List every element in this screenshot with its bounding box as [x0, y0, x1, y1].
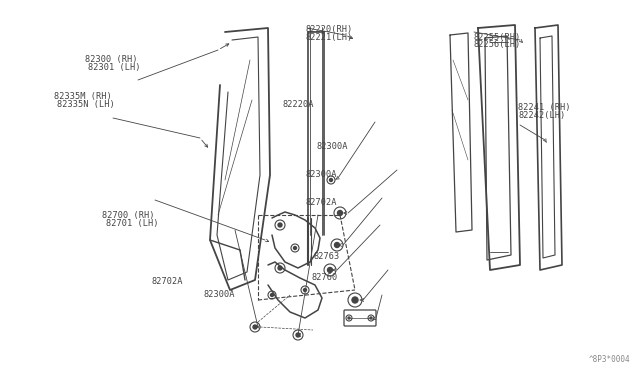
Text: 82255(RH): 82255(RH) [474, 33, 521, 42]
Text: 82760: 82760 [312, 273, 338, 282]
Circle shape [296, 333, 300, 337]
Circle shape [335, 243, 339, 247]
Circle shape [352, 297, 358, 303]
Text: 82335M (RH): 82335M (RH) [54, 92, 112, 101]
Text: 82300 (RH): 82300 (RH) [85, 55, 138, 64]
Circle shape [271, 294, 273, 296]
Circle shape [303, 289, 307, 292]
Text: 82241 (RH): 82241 (RH) [518, 103, 571, 112]
Circle shape [348, 317, 350, 319]
Text: 82335N (LH): 82335N (LH) [58, 100, 115, 109]
Text: 82702A: 82702A [306, 198, 337, 207]
Text: 82220A: 82220A [283, 100, 314, 109]
Text: 82221(LH): 82221(LH) [306, 33, 353, 42]
Text: 82256(LH): 82256(LH) [474, 40, 521, 49]
Circle shape [370, 317, 372, 319]
Text: 82220(RH): 82220(RH) [306, 25, 353, 34]
Text: 82300A: 82300A [306, 170, 337, 179]
Text: 82301 (LH): 82301 (LH) [88, 63, 141, 72]
Circle shape [278, 266, 282, 270]
Text: 82702A: 82702A [152, 278, 183, 286]
Circle shape [337, 211, 342, 215]
Text: 82763: 82763 [314, 252, 340, 261]
Circle shape [294, 247, 296, 250]
Text: ^8P3*0004: ^8P3*0004 [588, 355, 630, 364]
Text: 82300A: 82300A [317, 142, 348, 151]
Circle shape [278, 223, 282, 227]
Text: 82701 (LH): 82701 (LH) [106, 219, 159, 228]
Text: 82700 (RH): 82700 (RH) [102, 211, 155, 220]
Circle shape [253, 325, 257, 329]
Circle shape [328, 267, 333, 273]
Text: 82300A: 82300A [204, 290, 235, 299]
Circle shape [330, 179, 333, 182]
Text: 82242(LH): 82242(LH) [518, 111, 566, 120]
FancyBboxPatch shape [344, 310, 376, 326]
